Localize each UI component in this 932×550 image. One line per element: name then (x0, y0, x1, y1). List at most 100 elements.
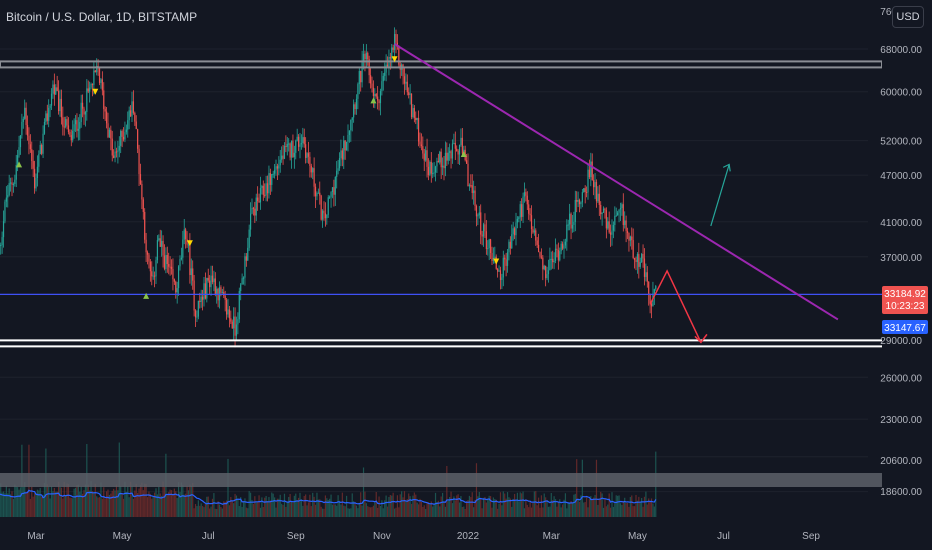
candle (172, 269, 174, 280)
volume-bar (577, 498, 579, 517)
volume-bar (635, 494, 637, 517)
volume-bar (285, 506, 287, 517)
candle (281, 155, 283, 160)
candle (461, 137, 463, 154)
candle (156, 240, 159, 261)
candle (24, 107, 26, 119)
volume-bar (368, 507, 370, 517)
candle (337, 168, 339, 171)
volume-bar (43, 483, 46, 517)
candle (477, 215, 479, 217)
candle (190, 268, 192, 275)
candle (80, 102, 82, 123)
candle (566, 224, 568, 242)
volume-bar (512, 498, 514, 517)
candle (225, 299, 228, 315)
volume-bar (166, 495, 168, 517)
volume-bar (509, 498, 511, 517)
price-axis[interactable]: 76000.0068000.0060000.0052000.0047000.00… (880, 0, 932, 550)
volume-bar (66, 483, 68, 517)
volume-bar (111, 490, 113, 517)
volume-bar (545, 497, 547, 517)
candle (121, 130, 123, 137)
volume-bar (475, 463, 478, 517)
candle (179, 259, 181, 267)
volume-bar (587, 507, 589, 517)
volume-bar (549, 506, 551, 517)
candle (299, 144, 301, 147)
volume-bar (288, 496, 290, 517)
volume-bar (440, 496, 442, 517)
volume-bar (533, 491, 535, 517)
volume-bar (401, 491, 403, 517)
volume-bar (463, 506, 465, 517)
candle (134, 112, 136, 122)
candle (594, 182, 596, 188)
volume-bar (535, 491, 537, 517)
chart-title: Bitcoin / U.S. Dollar, 1D, BITSTAMP (6, 10, 198, 24)
volume-bar (84, 484, 87, 517)
volume-bar (537, 497, 540, 517)
candle (590, 161, 592, 178)
candle (444, 152, 447, 169)
candle (169, 266, 171, 268)
volume-bar (488, 495, 490, 517)
candle (336, 170, 338, 177)
candle (317, 192, 319, 194)
volume-bar (525, 499, 527, 517)
currency-button[interactable]: USD (892, 6, 924, 28)
volume-bar (583, 502, 585, 517)
price-tick-label: 52000.00 (880, 137, 922, 148)
candle (449, 151, 451, 153)
volume-bar (406, 499, 408, 517)
candle (303, 137, 305, 145)
candle (309, 156, 311, 166)
candle (91, 83, 94, 86)
volume-bar (264, 497, 266, 517)
volume-bar (248, 491, 250, 517)
candle (330, 192, 332, 197)
volume-bar (481, 508, 483, 517)
candle (447, 152, 449, 161)
volume-bar (87, 484, 89, 517)
candle (286, 143, 288, 147)
volume-bar (412, 495, 414, 517)
volume-bar (402, 497, 404, 517)
candle (595, 182, 598, 202)
candle (639, 262, 641, 267)
candle (59, 98, 61, 112)
volume-bar (230, 497, 232, 517)
candle (561, 243, 564, 249)
volume-bar (89, 490, 91, 517)
volume-bar (266, 501, 269, 517)
price-tick-label: 26000.00 (880, 373, 922, 384)
time-axis[interactable]: Mar May Jul Sep Nov 2022 Mar May Jul Sep (27, 531, 820, 542)
candle (381, 81, 383, 92)
candle (498, 270, 500, 272)
candle (345, 141, 348, 151)
volume-bar (341, 492, 343, 517)
volume-bar (378, 496, 380, 517)
volume-bar (605, 506, 607, 517)
candle (440, 151, 442, 168)
volume-bar (235, 495, 238, 517)
candle (521, 204, 523, 217)
candle (618, 209, 620, 213)
volume-bar (251, 499, 253, 517)
volume-bar (35, 493, 37, 517)
candle (131, 101, 133, 117)
volume-bar (48, 486, 50, 517)
price-tick-label: 23000.00 (880, 415, 922, 426)
candle (60, 98, 63, 118)
candle (529, 213, 531, 216)
candle (556, 248, 558, 251)
candle (371, 83, 373, 88)
candle (252, 207, 255, 209)
volume-bar (5, 485, 7, 517)
candle (645, 272, 647, 277)
candle (114, 151, 116, 158)
candle (313, 168, 315, 187)
volume-bar (81, 493, 84, 517)
